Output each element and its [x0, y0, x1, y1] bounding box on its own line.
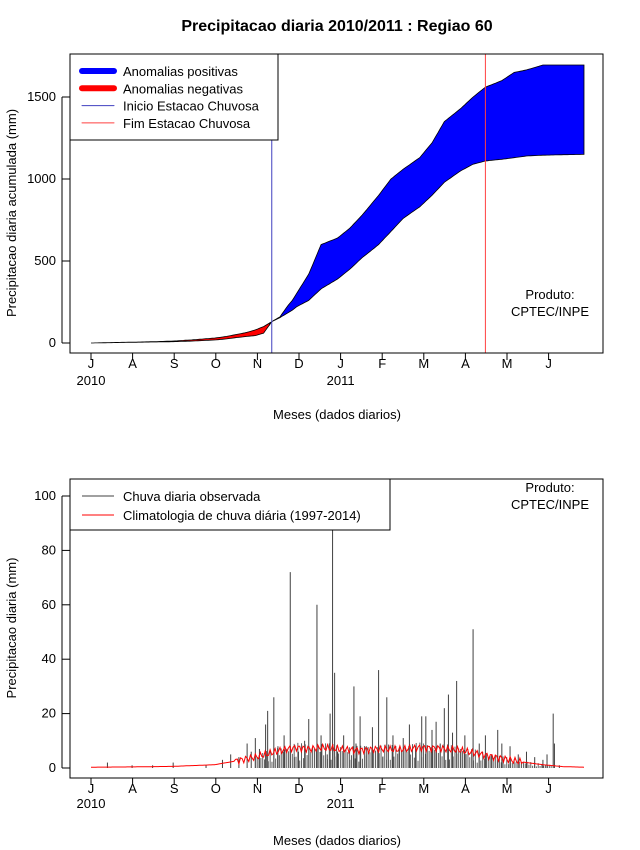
legend-bottom: Chuva diaria observada Climatologia de ch… — [69, 478, 391, 531]
year-label: 2010 — [77, 796, 106, 811]
y-tick-label: 20 — [42, 706, 56, 721]
product-source-top: CPTEC/INPE — [511, 304, 589, 319]
x-tick-label: D — [294, 781, 303, 796]
legend-box-bottom — [69, 478, 391, 531]
x-tick-label: M — [418, 781, 429, 796]
x-tick-label: M — [418, 356, 429, 371]
daily-bars — [106, 528, 560, 768]
cumulative-precip-chart: Precipitacao diaria 2010/2011 : Regiao 6… — [4, 18, 604, 422]
x-axis-label-bottom: Meses (dados diarios) — [273, 833, 401, 848]
x-tick-label: M — [502, 781, 513, 796]
x-tick-label: D — [294, 356, 303, 371]
legend-entry: Anomalias negativas — [123, 81, 243, 96]
y-tick-label: 500 — [34, 253, 56, 268]
climatology-line — [91, 742, 585, 768]
x-tick-label: J — [88, 781, 95, 796]
x-tick-label: F — [378, 356, 386, 371]
x-tick-label: N — [253, 356, 262, 371]
x-tick-label: A — [461, 356, 470, 371]
product-label-top: Produto: — [525, 287, 574, 302]
x-tick-label: J — [88, 356, 95, 371]
x-tick-label: O — [211, 356, 221, 371]
x-tick-label: S — [170, 356, 179, 371]
y-axis-label-top: Precipitacao diaria acumulada (mm) — [4, 109, 19, 317]
positive-anomaly-area — [269, 64, 585, 326]
x-tick-label: J — [337, 781, 344, 796]
y-axis-label-bottom: Precipitacao diaria (mm) — [4, 558, 19, 699]
y-tick-label: 40 — [42, 651, 56, 666]
legend-entry: Chuva diaria observada — [123, 489, 261, 504]
product-source-bottom: CPTEC/INPE — [511, 497, 589, 512]
legend-entry: Anomalias positivas — [123, 64, 238, 79]
x-tick-label: N — [253, 781, 262, 796]
x-tick-label: A — [128, 356, 137, 371]
legend-top: Anomalias positivas Anomalias negativas In… — [69, 53, 279, 141]
y-axis-top: 0 500 1000 1500 — [27, 89, 70, 350]
year-label: 2011 — [327, 796, 355, 811]
x-tick-label: A — [128, 781, 137, 796]
y-tick-label: 80 — [42, 542, 56, 557]
negative-anomaly-area — [91, 322, 271, 344]
y-tick-label: 0 — [49, 335, 56, 350]
y-tick-label: 1000 — [27, 171, 56, 186]
year-label: 2011 — [327, 373, 355, 388]
legend-entry: Inicio Estacao Chuvosa — [123, 99, 260, 114]
legend-entry: Fim Estacao Chuvosa — [123, 116, 251, 131]
y-axis-bottom: 0 20 40 60 80 100 — [34, 488, 70, 775]
x-tick-label: M — [502, 356, 513, 371]
y-tick-label: 0 — [49, 760, 56, 775]
y-tick-label: 100 — [34, 488, 56, 503]
x-axis-top: J A S O N D J F M A M J 2010 2011 — [77, 352, 552, 388]
legend-entry: Climatologia de chuva diária (1997-2014) — [123, 508, 361, 523]
chart-title: Precipitacao diaria 2010/2011 : Regiao 6… — [181, 18, 492, 35]
x-tick-label: J — [337, 356, 344, 371]
x-tick-label: J — [545, 781, 552, 796]
x-tick-label: F — [378, 781, 386, 796]
x-axis-label-top: Meses (dados diarios) — [273, 407, 401, 422]
year-label: 2010 — [77, 373, 106, 388]
x-tick-label: A — [461, 781, 470, 796]
x-tick-label: J — [545, 356, 552, 371]
x-tick-label: O — [211, 781, 221, 796]
anomaly-areas — [91, 64, 585, 344]
y-tick-label: 1500 — [27, 89, 56, 104]
y-tick-label: 60 — [42, 597, 56, 612]
x-tick-label: S — [170, 781, 179, 796]
product-label-bottom: Produto: — [525, 480, 574, 495]
